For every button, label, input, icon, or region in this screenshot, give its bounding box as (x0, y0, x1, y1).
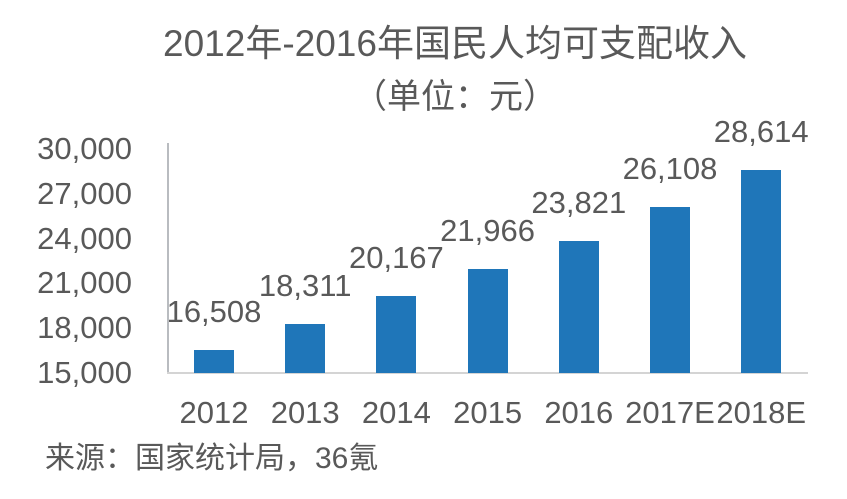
bar-2014 (376, 295, 417, 373)
x-axis-label-2017E: 2017E (625, 395, 715, 430)
x-axis-label-2014: 2014 (361, 395, 431, 430)
source-note: 来源：国家统计局，36氪 (45, 442, 379, 475)
bar-2015 (467, 268, 508, 373)
y-axis-tick-label: 30,000 (37, 131, 132, 166)
y-axis-line (167, 143, 169, 373)
bar-value-label: 26,108 (622, 151, 718, 187)
bar-value-label: 18,311 (258, 267, 352, 303)
bar-value-label: 21,966 (440, 212, 535, 248)
x-axis-label-2015: 2015 (453, 395, 523, 430)
y-axis-tick-label: 21,000 (37, 265, 132, 301)
y-axis-tick-label: 18,000 (37, 310, 132, 346)
bar-2017E (650, 207, 690, 373)
x-axis-label-2016: 2016 (544, 395, 614, 430)
bar-value-label: 23,821 (531, 185, 627, 221)
y-axis-tick-label: 15,000 (37, 355, 132, 390)
x-axis-label-2018E: 2018E (716, 395, 806, 430)
bar-2018E (741, 169, 782, 373)
bar-2016 (558, 241, 599, 373)
bar-2012 (194, 350, 234, 373)
bar-2013 (285, 323, 326, 373)
x-axis-line (167, 372, 808, 374)
chart-title: 2012年-2016年国民人均可支配收入 (163, 23, 747, 64)
x-axis-label-2013: 2013 (270, 395, 340, 430)
y-axis-tick-label: 24,000 (37, 220, 132, 256)
bar-value-label: 28,614 (713, 113, 809, 149)
bar-value-label: 20,167 (348, 239, 444, 275)
y-axis-tick-label: 27,000 (37, 175, 132, 211)
x-axis-label-2012: 2012 (179, 395, 249, 430)
bar-value-label: 16,508 (166, 294, 262, 330)
chart-subtitle: （单位：元） (353, 78, 557, 116)
